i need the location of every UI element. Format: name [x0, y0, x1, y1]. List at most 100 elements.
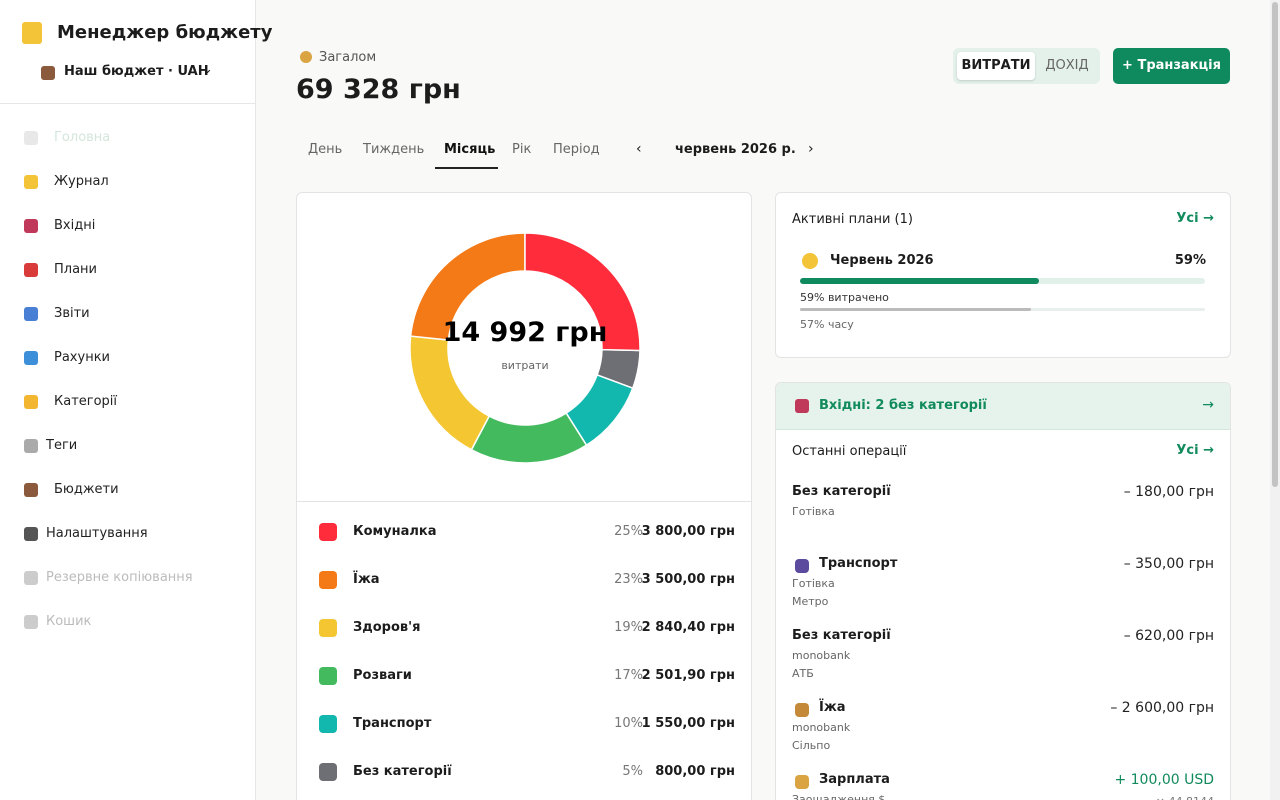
- donut-segment[interactable]: [409, 232, 526, 341]
- category-name[interactable]: Комуналка: [353, 524, 437, 539]
- category-amount: 1 550,00 грн: [641, 716, 735, 731]
- nav-item[interactable]: Журнал: [54, 174, 109, 189]
- plans-title: Активні плани (1): [792, 212, 913, 227]
- donut-total: 14 992 грн: [443, 317, 608, 348]
- inbox-icon: [795, 399, 809, 413]
- nav-icon: [24, 615, 38, 629]
- toggle-expenses[interactable]: ВИТРАТИ: [957, 52, 1035, 80]
- transaction-detail: Готівка: [792, 505, 835, 518]
- chart-card: 14 992 грн витрати Комуналка 25% 3 800,00 …: [296, 192, 752, 800]
- transaction-category[interactable]: Їжа: [819, 700, 846, 715]
- category-amount: 2 840,40 грн: [641, 620, 735, 635]
- category-name[interactable]: Без категорії: [353, 764, 452, 779]
- category-percent: 23%: [614, 572, 643, 587]
- scrollbar: [1270, 0, 1280, 800]
- nav-icon: [24, 219, 38, 233]
- divider: [297, 501, 751, 502]
- nav-item[interactable]: Резервне копіювання: [46, 570, 193, 585]
- budget-icon: [41, 66, 55, 80]
- prev-period[interactable]: ‹: [636, 141, 642, 157]
- transaction-amount: – 620,00 грн: [1123, 628, 1214, 644]
- transaction-rate: × 44,8144: [1156, 795, 1214, 800]
- transaction-detail: АТБ: [792, 667, 814, 680]
- transaction-category[interactable]: Без категорії: [792, 484, 891, 499]
- period-tab[interactable]: Тиждень: [363, 142, 425, 157]
- scroll-thumb[interactable]: [1272, 2, 1278, 487]
- donut-segment[interactable]: [470, 412, 588, 464]
- inbox-banner[interactable]: Вхідні: 2 без категорії →: [776, 383, 1230, 430]
- plans-link[interactable]: Усі →: [1176, 211, 1214, 226]
- plan-name[interactable]: Червень 2026: [830, 253, 934, 268]
- category-amount: 2 501,90 грн: [641, 668, 735, 683]
- nav-item[interactable]: Теги: [46, 438, 78, 453]
- period-tab[interactable]: День: [308, 142, 343, 157]
- balance: 69 328 грн: [296, 74, 461, 105]
- app-icon: [22, 22, 42, 44]
- plan-icon: [802, 253, 818, 269]
- category-name[interactable]: Здоров'я: [353, 620, 421, 635]
- transaction-category[interactable]: Зарплата: [819, 772, 890, 787]
- scope-selector[interactable]: Загалом: [319, 50, 377, 65]
- nav-icon: [24, 571, 38, 585]
- nav-icon: [24, 527, 38, 541]
- time-progress: [800, 308, 1031, 311]
- category-name[interactable]: Транспорт: [353, 716, 432, 731]
- donut-segment[interactable]: [409, 335, 491, 451]
- divider: [0, 103, 255, 104]
- donut-segment[interactable]: [565, 373, 634, 447]
- transaction-icon: [795, 559, 809, 573]
- plan-percent: 59%: [1174, 253, 1206, 268]
- nav-item[interactable]: Рахунки: [54, 350, 110, 365]
- donut-chart: 14 992 грн витрати: [409, 232, 641, 464]
- add-transaction[interactable]: + Транзакція: [1113, 48, 1230, 84]
- transaction-category[interactable]: Без категорії: [792, 628, 891, 643]
- nav-item[interactable]: Категорії: [54, 394, 118, 409]
- app-title: Менеджер бюджету: [57, 22, 273, 43]
- category-icon: [319, 619, 337, 637]
- category-percent: 19%: [614, 620, 643, 635]
- nav-item[interactable]: Кошик: [46, 614, 92, 629]
- nav-item[interactable]: Бюджети: [54, 482, 119, 497]
- category-name[interactable]: Їжа: [353, 572, 380, 587]
- category-name[interactable]: Розваги: [353, 668, 412, 683]
- transaction-detail: Готівка: [792, 577, 835, 590]
- recent-link[interactable]: Усі →: [1176, 443, 1214, 458]
- recent-title: Останні операції: [792, 444, 907, 459]
- inbox-text: Вхідні: 2 без категорії: [819, 398, 987, 413]
- period-tab[interactable]: Період: [553, 142, 600, 157]
- spent-label: 59% витрачено: [800, 291, 889, 304]
- transaction-icon: [795, 703, 809, 717]
- nav-icon: [24, 175, 38, 189]
- nav-item[interactable]: Звіти: [54, 306, 90, 321]
- transaction-amount: – 180,00 грн: [1123, 484, 1214, 500]
- category-amount: 800,00 грн: [655, 764, 735, 779]
- nav-item[interactable]: Плани: [54, 262, 97, 277]
- transaction-detail: monobank: [792, 721, 851, 734]
- category-amount: 3 800,00 грн: [641, 524, 735, 539]
- category-percent: 17%: [614, 668, 643, 683]
- transaction-category[interactable]: Транспорт: [819, 556, 898, 571]
- time-label: 57% часу: [800, 318, 854, 331]
- nav-item[interactable]: Головна: [54, 130, 111, 145]
- current-period: червень 2026 р.: [675, 142, 796, 157]
- category-icon: [319, 523, 337, 541]
- budget-selector[interactable]: Наш бюджет · UAH: [64, 64, 209, 79]
- category-amount: 3 500,00 грн: [641, 572, 735, 587]
- transaction-detail: Сільпо: [792, 739, 831, 752]
- nav-item[interactable]: Вхідні: [54, 218, 96, 233]
- period-tab[interactable]: Рік: [512, 142, 532, 157]
- transaction-amount: + 100,00 USD: [1114, 772, 1214, 788]
- transaction-detail: Метро: [792, 595, 829, 608]
- toggle-income[interactable]: ДОХІД: [1045, 58, 1089, 73]
- period-tab[interactable]: Місяць: [444, 142, 496, 157]
- next-period[interactable]: ›: [808, 141, 814, 157]
- donut-segment[interactable]: [524, 232, 641, 352]
- scope-icon: [300, 51, 312, 63]
- transaction-icon: [795, 775, 809, 789]
- nav-icon: [24, 483, 38, 497]
- category-percent: 10%: [614, 716, 643, 731]
- nav-item[interactable]: Налаштування: [46, 526, 148, 541]
- type-toggle: ВИТРАТИ ДОХІД: [953, 48, 1100, 84]
- transaction-amount: – 2 600,00 грн: [1110, 700, 1214, 716]
